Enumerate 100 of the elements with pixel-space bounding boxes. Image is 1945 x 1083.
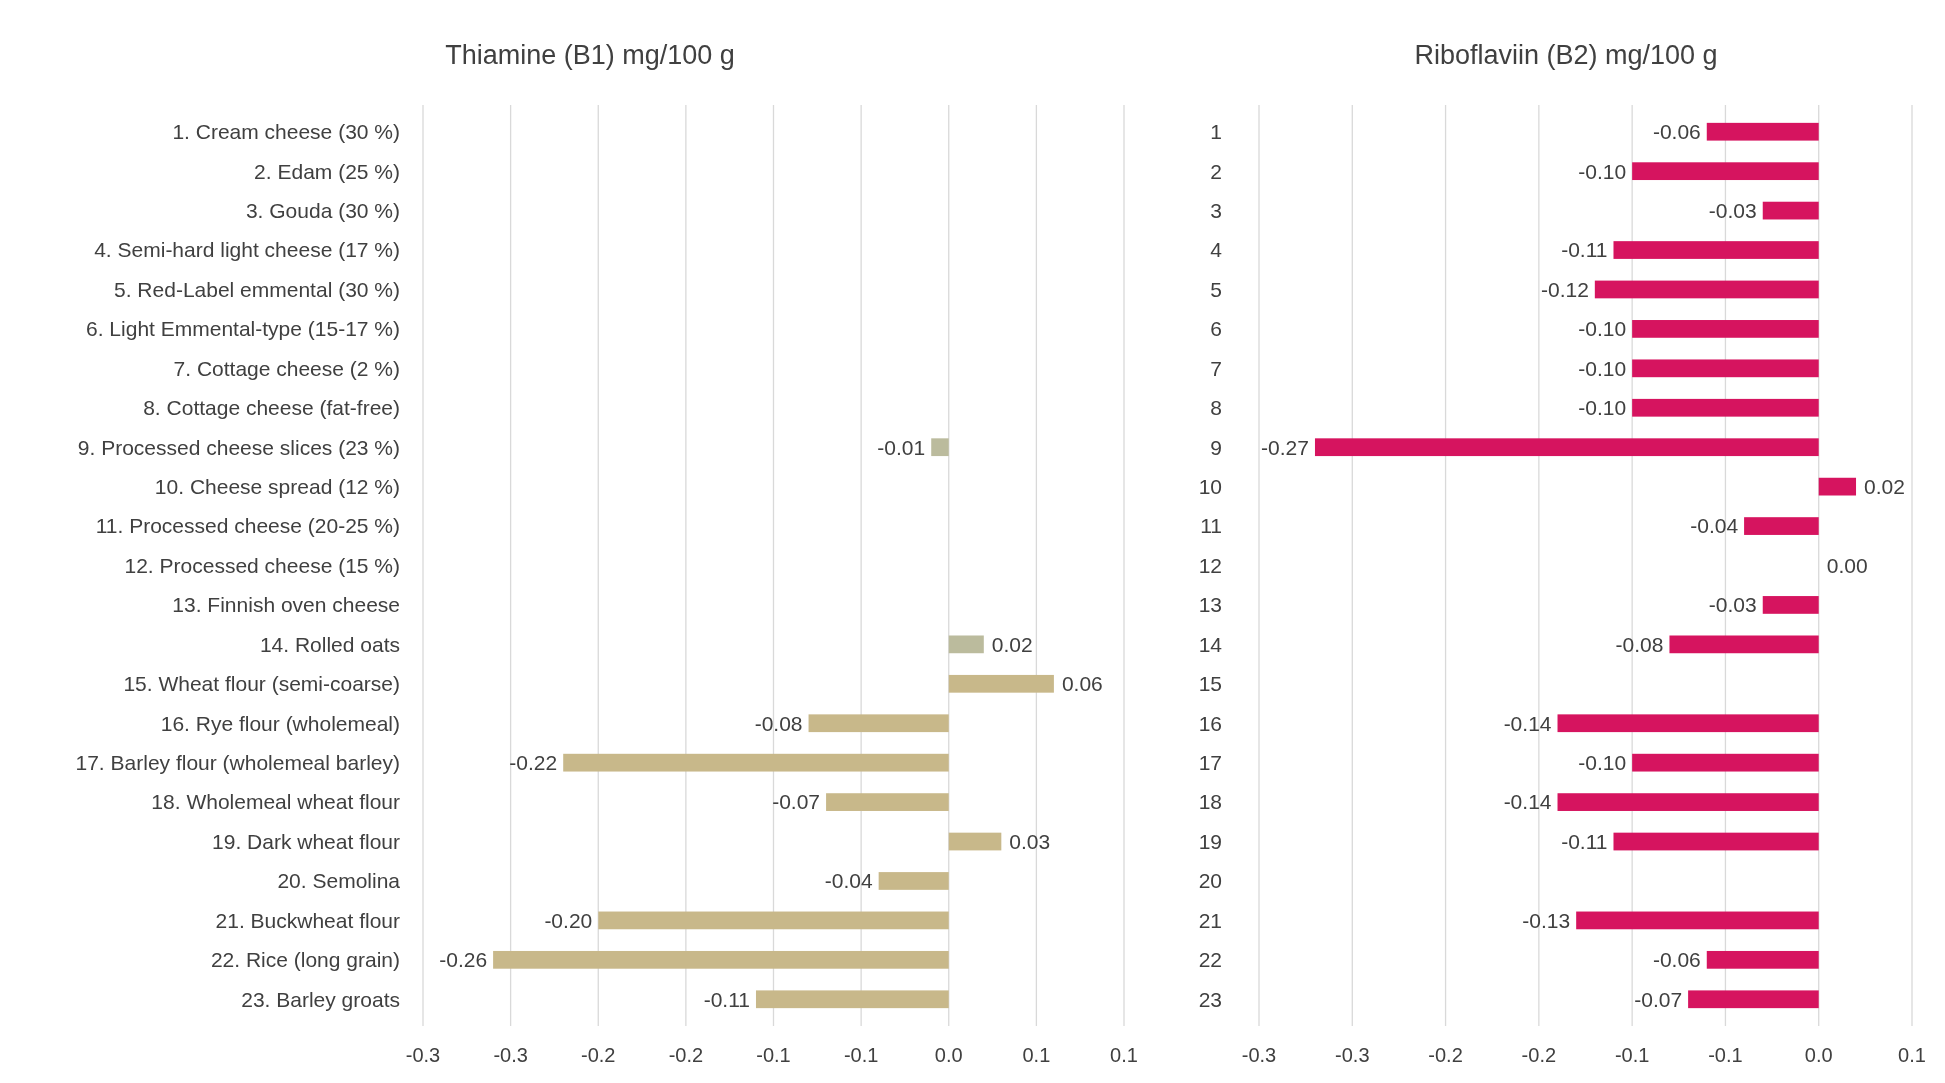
y-tick-label: 11 <box>1200 514 1222 538</box>
y-tick-label: 13 <box>1198 593 1222 617</box>
y-tick-label: 18. Wholemeal wheat flour <box>151 790 400 814</box>
y-tick-label: 19 <box>1198 829 1222 853</box>
y-tick-label: 2. Edam (25 %) <box>254 159 400 183</box>
y-tick-label: 2 <box>1210 159 1222 183</box>
y-tick-label: 21. Buckwheat flour <box>215 908 401 932</box>
y-tick-label: 10 <box>1198 474 1222 498</box>
y-tick-label: 13. Finnish oven cheese <box>172 593 400 617</box>
bar <box>948 635 984 654</box>
data-label: -0.11 <box>1561 829 1608 853</box>
y-tick-label: 22 <box>1198 948 1222 972</box>
x-tick-label: -0.1 <box>1614 1044 1650 1066</box>
data-label: -0.10 <box>1578 356 1627 380</box>
bar <box>563 753 949 772</box>
y-tick-label: 23 <box>1198 987 1222 1011</box>
data-label: -0.07 <box>1634 987 1683 1011</box>
bar <box>948 674 1054 693</box>
y-tick-label: 4. Semi-hard light cheese (17 %) <box>94 238 400 262</box>
y-tick-label: 5. Red-Label emmental (30 %) <box>114 277 400 301</box>
y-tick-label: 21 <box>1198 908 1222 932</box>
y-tick-label: 6. Light Emmental-type (15-17 %) <box>86 317 400 341</box>
y-tick-label: 9 <box>1210 435 1222 459</box>
y-tick-label: 3. Gouda (30 %) <box>245 198 400 222</box>
bar <box>598 911 949 930</box>
y-tick-label: 23. Barley groats <box>241 987 400 1011</box>
x-tick-label: 0.1 <box>1898 1044 1926 1066</box>
bar <box>808 714 949 733</box>
data-label: -0.10 <box>1578 317 1627 341</box>
data-label: -0.03 <box>1708 593 1757 617</box>
data-label: -0.27 <box>1261 435 1309 459</box>
data-label: -0.03 <box>1708 198 1757 222</box>
x-tick-label: -0.1 <box>756 1044 791 1066</box>
data-label: 0.06 <box>1061 672 1103 696</box>
x-tick-label: -0.3 <box>493 1044 528 1066</box>
y-tick-label: 11. Processed cheese (20-25 %) <box>95 514 400 538</box>
y-tick-label: 3 <box>1210 198 1222 222</box>
data-label: -0.01 <box>877 435 926 459</box>
x-tick-label: -0.2 <box>668 1044 704 1066</box>
y-tick-label: 7 <box>1210 356 1222 380</box>
bar <box>826 793 949 811</box>
x-tick-label: 0.1 <box>1022 1044 1051 1066</box>
y-tick-label: 6 <box>1210 317 1222 341</box>
bar <box>755 990 949 1009</box>
y-tick-label: 17. Barley flour (wholemeal barley) <box>75 751 400 775</box>
y-tick-label: 16 <box>1198 711 1222 735</box>
data-label: -0.26 <box>439 948 488 972</box>
x-tick-label: 0.0 <box>1804 1044 1833 1066</box>
data-label: -0.13 <box>1522 908 1571 932</box>
data-label: -0.04 <box>1690 514 1739 538</box>
y-tick-label: 12 <box>1198 553 1222 577</box>
y-tick-label: 15. Wheat flour (semi-coarse) <box>123 672 400 696</box>
y-tick-label: 14 <box>1198 632 1223 656</box>
y-tick-label: 8. Cottage cheese (fat-free) <box>143 396 400 420</box>
data-label: -0.07 <box>772 790 821 814</box>
data-label: 0.00 <box>1826 553 1868 577</box>
bar <box>493 950 949 969</box>
bar <box>948 832 1002 851</box>
y-tick-label: 4 <box>1210 238 1223 262</box>
chart-title: Thiamine (B1) mg/100 g <box>445 40 735 70</box>
y-tick-label: 20 <box>1198 869 1222 893</box>
data-label: -0.20 <box>544 908 593 932</box>
x-tick-label: -0.3 <box>1241 1044 1277 1066</box>
data-label: -0.06 <box>1652 948 1701 972</box>
data-label: -0.08 <box>754 711 803 735</box>
y-tick-label: 18 <box>1198 790 1222 814</box>
x-tick-label: -0.1 <box>1708 1044 1743 1066</box>
data-label: -0.22 <box>509 751 558 775</box>
data-label: 0.02 <box>1864 474 1905 498</box>
y-tick-label: 1. Cream cheese (30 %) <box>172 120 400 144</box>
data-label: -0.14 <box>1503 711 1552 735</box>
y-tick-label: 1 <box>1210 120 1222 144</box>
data-label: -0.12 <box>1540 277 1589 301</box>
chart-title: Riboflaviin (B2) mg/100 g <box>1414 40 1718 70</box>
x-tick-label: -0.2 <box>581 1044 616 1066</box>
y-tick-label: 8 <box>1210 396 1222 420</box>
x-tick-label: 0.0 <box>934 1044 963 1066</box>
y-tick-label: 7. Cottage cheese (2 %) <box>173 356 400 380</box>
data-label: -0.06 <box>1652 120 1701 144</box>
data-label: -0.11 <box>703 987 750 1011</box>
x-tick-label: -0.3 <box>1335 1044 1370 1066</box>
data-label: -0.10 <box>1578 751 1627 775</box>
y-tick-label: 19. Dark wheat flour <box>212 829 400 853</box>
x-tick-label: 0.1 <box>1110 1044 1138 1066</box>
data-label: -0.04 <box>824 869 873 893</box>
y-tick-label: 17 <box>1198 751 1222 775</box>
y-tick-label: 15 <box>1198 672 1222 696</box>
data-label: -0.10 <box>1578 396 1627 420</box>
y-tick-label: 22. Rice (long grain) <box>210 948 400 972</box>
data-label: -0.11 <box>1561 238 1608 262</box>
y-tick-label: 12. Processed cheese (15 %) <box>124 553 400 577</box>
x-tick-label: -0.1 <box>843 1044 879 1066</box>
y-tick-label: 16. Rye flour (wholemeal) <box>160 711 400 735</box>
y-tick-label: 5 <box>1210 277 1222 301</box>
bar <box>878 872 949 890</box>
y-tick-label: 14. Rolled oats <box>259 632 400 656</box>
data-label: -0.10 <box>1578 159 1627 183</box>
x-tick-label: -0.3 <box>405 1044 441 1066</box>
x-tick-label: -0.2 <box>1428 1044 1463 1066</box>
y-tick-label: 10. Cheese spread (12 %) <box>154 474 400 498</box>
